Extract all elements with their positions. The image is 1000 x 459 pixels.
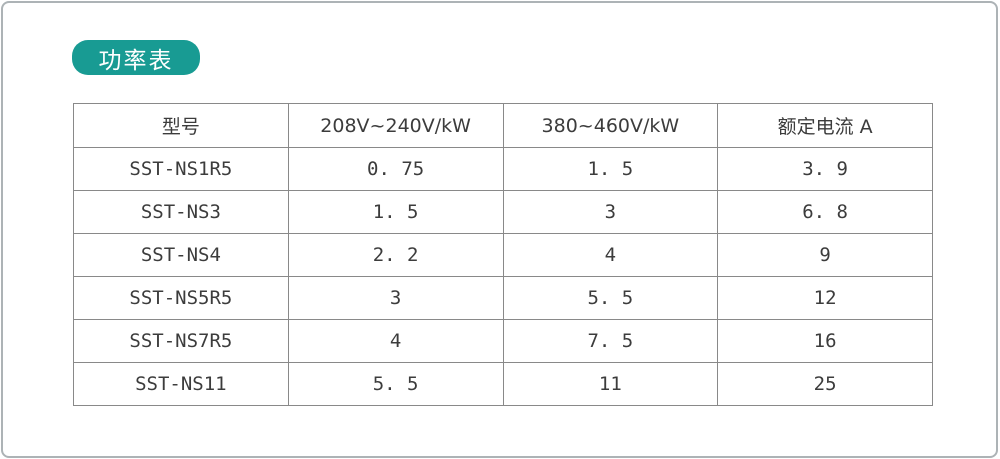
column-header-208v-240v-kw: 208V~240V/kW xyxy=(287,103,504,148)
cell-power-380-460: 11 xyxy=(502,362,719,406)
table-body: SST-NS1R5 0. 75 1. 5 3. 9 SST-NS3 1. 5 3… xyxy=(73,147,933,406)
page-title: 功率表 xyxy=(98,47,174,74)
cell-rated-current: 12 xyxy=(717,276,933,320)
cell-power-380-460: 1. 5 xyxy=(502,147,719,191)
column-header-380-460v-kw: 380~460V/kW xyxy=(502,103,719,148)
cell-power-208-240: 0. 75 xyxy=(287,147,504,191)
cell-rated-current: 3. 9 xyxy=(717,147,933,191)
cell-power-380-460: 7. 5 xyxy=(502,319,719,363)
cell-model: SST-NS4 xyxy=(73,233,289,277)
cell-rated-current: 25 xyxy=(717,362,933,406)
cell-rated-current: 16 xyxy=(717,319,933,363)
cell-model: SST-NS1R5 xyxy=(73,147,289,191)
table-row: SST-NS1R5 0. 75 1. 5 3. 9 xyxy=(73,147,933,191)
table-header-row: 型号 208V~240V/kW 380~460V/kW 额定电流 A xyxy=(73,103,933,148)
cell-power-208-240: 3 xyxy=(287,276,504,320)
cell-power-208-240: 4 xyxy=(287,319,504,363)
table-row: SST-NS5R5 3 5. 5 12 xyxy=(73,276,933,320)
table-row: SST-NS3 1. 5 3 6. 8 xyxy=(73,190,933,234)
cell-power-380-460: 3 xyxy=(502,190,719,234)
table-row: SST-NS7R5 4 7. 5 16 xyxy=(73,319,933,363)
cell-model: SST-NS5R5 xyxy=(73,276,289,320)
cell-power-208-240: 5. 5 xyxy=(287,362,504,406)
cell-power-208-240: 1. 5 xyxy=(287,190,504,234)
cell-rated-current: 9 xyxy=(717,233,933,277)
cell-power-380-460: 5. 5 xyxy=(502,276,719,320)
title-badge: 功率表 xyxy=(72,40,200,75)
cell-model: SST-NS7R5 xyxy=(73,319,289,363)
cell-model: SST-NS11 xyxy=(73,362,289,406)
cell-power-380-460: 4 xyxy=(502,233,719,277)
cell-model: SST-NS3 xyxy=(73,190,289,234)
column-header-rated-current: 额定电流 A xyxy=(717,103,933,148)
cell-rated-current: 6. 8 xyxy=(717,190,933,234)
column-header-model: 型号 xyxy=(73,103,289,148)
cell-power-208-240: 2. 2 xyxy=(287,233,504,277)
power-spec-table: 型号 208V~240V/kW 380~460V/kW 额定电流 A SST-N… xyxy=(73,103,933,406)
table-header: 型号 208V~240V/kW 380~460V/kW 额定电流 A xyxy=(73,103,933,148)
table-row: SST-NS11 5. 5 11 25 xyxy=(73,362,933,406)
table-row: SST-NS4 2. 2 4 9 xyxy=(73,233,933,277)
